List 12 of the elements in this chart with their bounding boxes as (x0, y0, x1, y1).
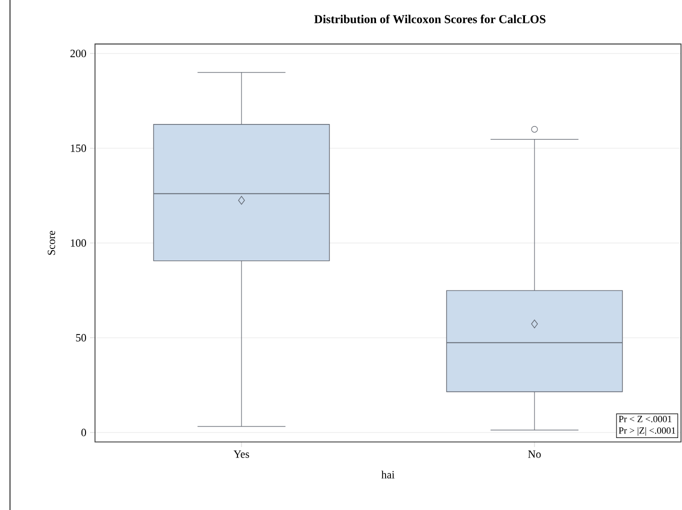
x-tick-label: Yes (234, 450, 250, 458)
annotation: Pr < Z <.0001 (618, 416, 672, 422)
y-tick-label: 50 (76, 334, 86, 342)
chart-title: Distribution of Wilcoxon Scores for CalcLOS (314, 14, 546, 24)
x-tick-label: No (528, 450, 541, 458)
y-tick-label: 150 (70, 144, 86, 152)
y-tick-label: 100 (70, 239, 86, 247)
y-axis-title: Score (48, 230, 56, 255)
x-axis-title: hai (381, 470, 395, 478)
y-tick-label: 200 (70, 50, 86, 58)
annotation: Pr > |Z| <.0001 (618, 427, 676, 436)
y-tick-label: 0 (81, 428, 86, 436)
